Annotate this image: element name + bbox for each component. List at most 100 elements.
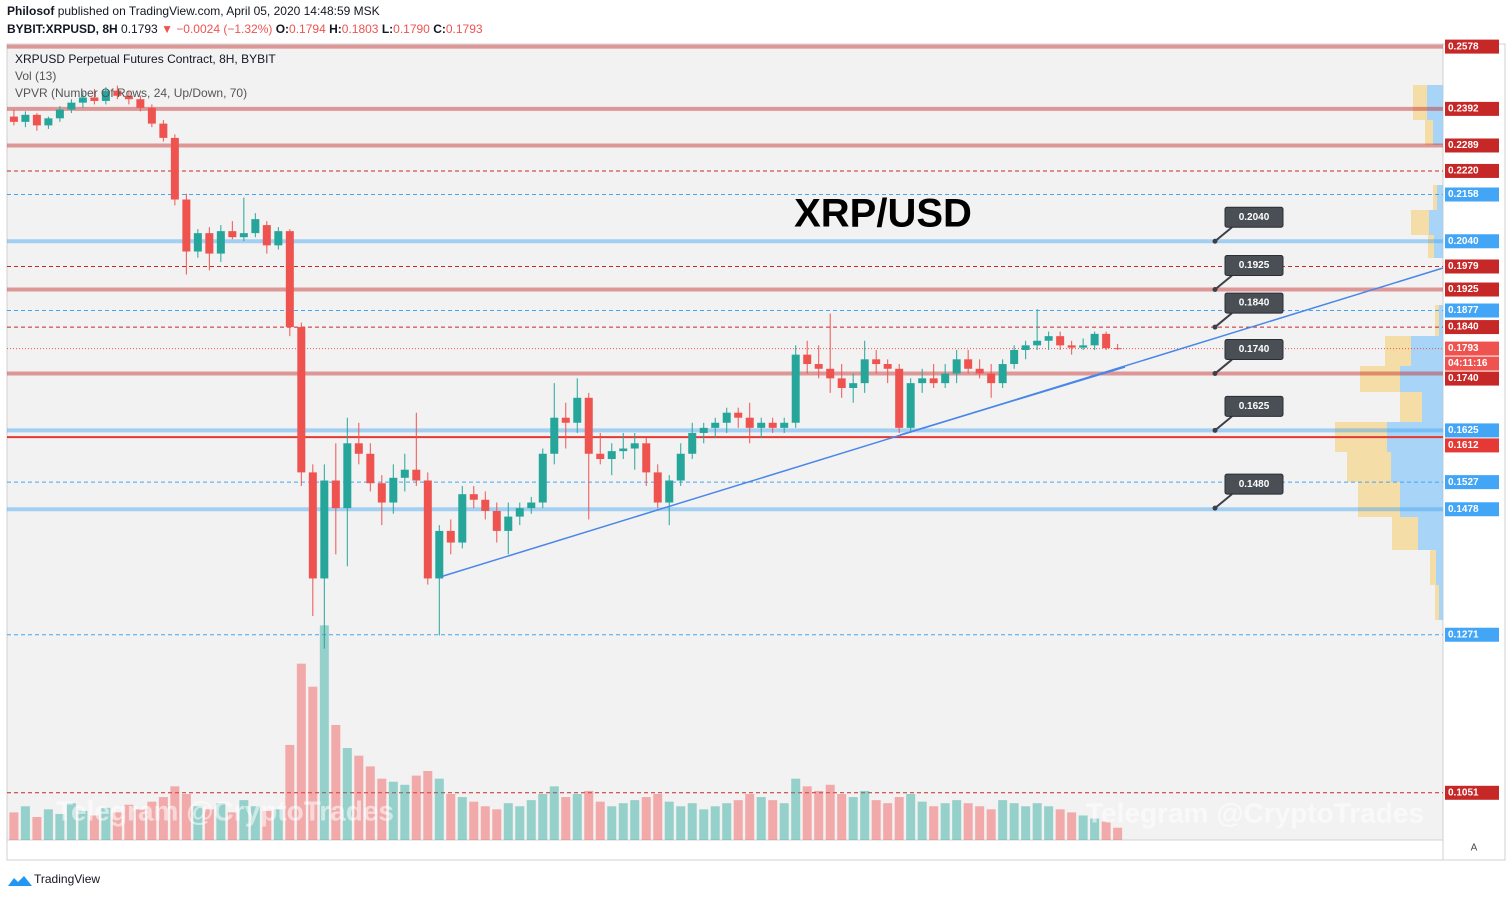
price-label-box: [1445, 259, 1499, 274]
volume-bar: [538, 794, 548, 840]
price-label-box: [1445, 341, 1499, 356]
candle-body: [239, 233, 248, 238]
candle-body: [941, 373, 950, 384]
candle-body: [561, 417, 570, 423]
axis-mode[interactable]: A: [1471, 843, 1478, 854]
candle-body: [90, 97, 99, 101]
candle-body: [826, 368, 835, 379]
o-label: O:: [276, 22, 289, 36]
candle-body: [998, 364, 1007, 384]
price-label-box: [1445, 320, 1499, 335]
legend-volume: Vol (13): [15, 69, 56, 83]
vp-bar: [1358, 482, 1400, 517]
volume-bar: [400, 784, 410, 840]
candle-body: [343, 443, 352, 509]
volume-bar: [756, 797, 766, 840]
vp-bar: [1433, 120, 1443, 145]
volume: [9, 625, 1123, 840]
candle-body: [584, 397, 593, 454]
volume-bar: [998, 800, 1008, 840]
volume-bar: [377, 778, 387, 840]
volume-bar: [929, 806, 939, 840]
candle-body: [918, 378, 927, 384]
legend-symbol: XRPUSD Perpetual Futures Contract, 8H, B…: [15, 52, 276, 66]
candle-body: [653, 472, 662, 503]
candle-body: [1033, 340, 1042, 346]
volume-bar: [55, 813, 65, 840]
volume-bar: [1078, 815, 1088, 840]
candle-body: [124, 95, 133, 100]
candle-body: [182, 199, 191, 252]
brand-logo: [8, 876, 32, 886]
candle-body: [492, 510, 501, 531]
price-label-box: [1445, 303, 1499, 318]
volume-bar: [860, 790, 870, 840]
c-label: C:: [433, 22, 446, 36]
candle-body: [320, 480, 329, 579]
price-label-box: [1445, 138, 1499, 153]
volume-bar: [676, 806, 686, 840]
callout-pointer: [1214, 493, 1233, 509]
volume-bar: [1021, 806, 1031, 840]
price-label-box: [1445, 423, 1499, 438]
candle-body: [435, 530, 444, 579]
candle-body: [722, 412, 731, 423]
vp-bar: [1434, 235, 1443, 258]
volume-bar: [124, 804, 134, 840]
candle-body: [872, 359, 881, 365]
volume-bar: [492, 809, 502, 840]
vp-bar: [1413, 85, 1427, 120]
volume-bar: [779, 803, 789, 840]
vp-bar: [1422, 392, 1443, 422]
vp-bar: [1418, 517, 1443, 550]
volume-bar: [1009, 803, 1019, 840]
candle-body: [205, 233, 214, 254]
callout-pointer: [1214, 312, 1233, 328]
volume-bar: [20, 806, 30, 840]
vp-bar: [1400, 482, 1443, 517]
candle-body: [1044, 336, 1053, 341]
volume-bar: [699, 809, 709, 840]
candle-body: [964, 359, 973, 369]
vp-bar: [1400, 392, 1422, 422]
volume-bar: [745, 794, 755, 840]
candle-body: [504, 516, 513, 531]
callout-box: [1224, 292, 1284, 314]
candle-body: [607, 451, 616, 460]
price-label: 0.1740: [1448, 373, 1479, 384]
symbol: BYBIT:XRPUSD, 8H: [7, 22, 118, 36]
countdown: 04:11:16: [1448, 358, 1488, 369]
callouts: 0.2040 0.1925 0.1840 0.1740 0.1625 0.1480: [1212, 206, 1284, 511]
vp-bar: [1433, 185, 1437, 210]
candle-body: [1067, 345, 1076, 348]
price-label-box: [1445, 371, 1499, 386]
price-label-box: [1445, 627, 1499, 642]
low: 0.1790: [393, 22, 430, 36]
callout-box: [1224, 339, 1284, 361]
callout-dot: [1212, 287, 1218, 293]
vp-bar: [1392, 517, 1418, 550]
candle-body: [791, 354, 800, 423]
callout-label: 0.1925: [1239, 260, 1270, 271]
volume-bar: [296, 663, 306, 840]
callout-dot: [1212, 427, 1218, 433]
candle-body: [101, 90, 110, 101]
candle-body: [481, 499, 490, 511]
candle-body: [285, 231, 294, 328]
volume-bar: [193, 806, 203, 840]
candle-body: [78, 97, 87, 103]
volume-bar: [1055, 809, 1065, 840]
volume-bar: [687, 803, 697, 840]
vp-bar: [1427, 85, 1443, 120]
volume-bar: [446, 794, 456, 840]
price-label-box: [1445, 187, 1499, 202]
volume-bar: [216, 803, 226, 840]
watermark: Telegram @CryptoTrades: [56, 795, 394, 826]
price-label: 0.2220: [1448, 166, 1479, 177]
candle-body: [113, 90, 122, 96]
volume-bar: [285, 744, 295, 840]
price-label-box: [1445, 282, 1499, 297]
candle-body: [630, 443, 639, 449]
candle-body: [55, 109, 64, 119]
